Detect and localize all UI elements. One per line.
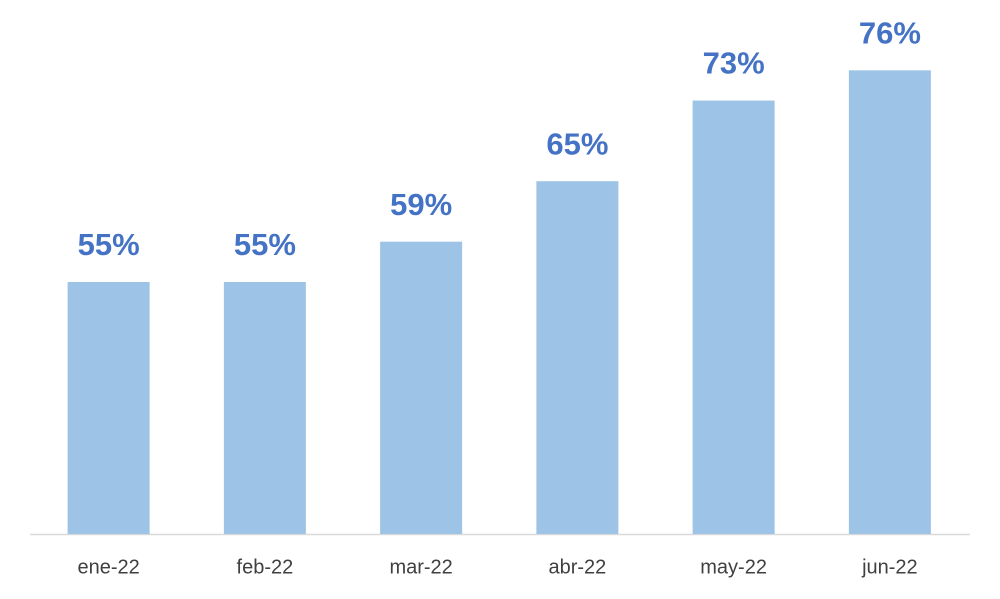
x-tick-label: feb-22: [237, 556, 294, 578]
value-label: 55%: [78, 227, 140, 262]
value-label: 59%: [390, 187, 452, 222]
value-label: 65%: [546, 126, 608, 161]
bar: [692, 100, 775, 534]
bar: [536, 181, 619, 534]
bar: [848, 70, 931, 534]
value-label: 55%: [234, 227, 296, 262]
bar: [380, 241, 463, 534]
x-tick-label: jun-22: [861, 556, 918, 578]
x-tick-label: abr-22: [548, 556, 606, 578]
x-tick-label: mar-22: [389, 556, 452, 578]
value-label: 73%: [703, 46, 765, 81]
x-tick-label: may-22: [700, 556, 767, 578]
value-label: 76%: [859, 16, 921, 51]
bar: [67, 282, 150, 534]
bar: [223, 282, 306, 534]
x-tick-label: ene-22: [77, 556, 139, 578]
